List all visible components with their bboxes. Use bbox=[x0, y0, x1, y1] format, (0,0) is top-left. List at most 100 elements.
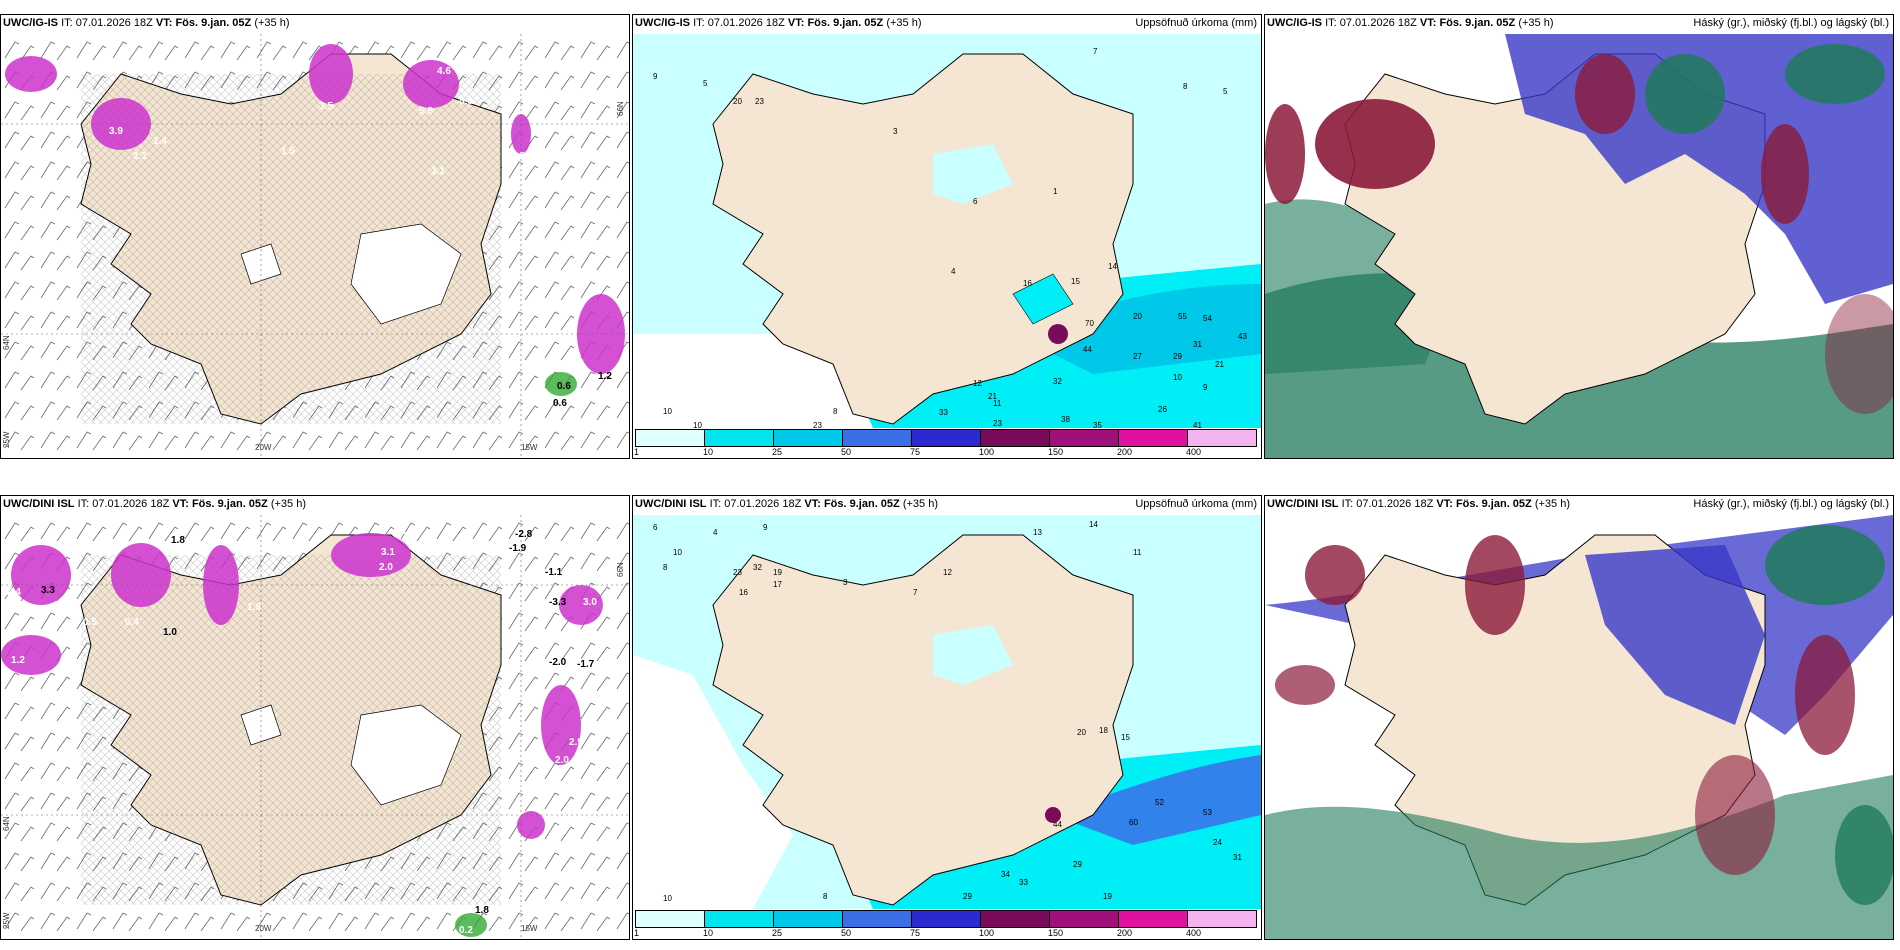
map-value: 3.0 bbox=[583, 597, 597, 608]
map-value: -1.9 bbox=[509, 543, 527, 554]
map-value: 26 bbox=[1158, 405, 1167, 414]
map-value: 23 bbox=[813, 421, 822, 428]
map-value: 21 bbox=[988, 392, 997, 401]
panel-title: UWC/IG-IS IT: 07.01.2026 18Z VT: Fös. 9.… bbox=[3, 17, 290, 29]
map-value: 2.2 bbox=[133, 151, 147, 162]
map-value: 4 bbox=[951, 267, 956, 276]
wind-map: 2.4 3.3 1.8 1.2 2.0 3.3 3.1 -2.8 -1.9 1.… bbox=[1, 515, 629, 939]
map-value: 10 bbox=[663, 894, 672, 903]
map-value: 3 bbox=[843, 578, 848, 587]
map-value: 11 bbox=[1133, 548, 1142, 557]
map-value: 8 bbox=[1183, 82, 1188, 91]
map-value: 1.9 bbox=[247, 602, 261, 613]
legend-swatch bbox=[1119, 911, 1188, 927]
legend-color-bar bbox=[635, 429, 1257, 447]
map-value: 23 bbox=[993, 419, 1002, 428]
grid-label: 20W bbox=[255, 443, 272, 452]
vt-value: Fös. 9.jan. 05Z bbox=[1455, 498, 1532, 510]
map-value: 32 bbox=[753, 563, 762, 572]
map-value: 8.8 bbox=[459, 96, 473, 107]
map-value: 33 bbox=[1019, 878, 1028, 887]
map-value: 1.8 bbox=[171, 535, 185, 546]
legend-label: 25 bbox=[772, 928, 783, 938]
map-value: 3 bbox=[893, 127, 898, 136]
legend-swatch bbox=[843, 911, 912, 927]
legend-label: 50 bbox=[841, 447, 852, 457]
map-value: 4 bbox=[713, 528, 718, 537]
legend-label: 10 bbox=[703, 928, 714, 938]
map-value: 1.8 bbox=[475, 905, 489, 916]
legend-swatch bbox=[912, 911, 981, 927]
map-value: 10 bbox=[1173, 373, 1182, 382]
map-value: 24 bbox=[1213, 838, 1222, 847]
map-value: 2.9 bbox=[569, 737, 583, 748]
legend-swatch bbox=[912, 430, 981, 446]
panel-title: UWC/IG-IS IT: 07.01.2026 18Z VT: Fös. 9.… bbox=[635, 17, 922, 29]
map-panel-dini-precip: UWC/DINI ISL IT: 07.01.2026 18Z VT: Fös.… bbox=[632, 495, 1262, 940]
map-value: 3.1 bbox=[431, 166, 445, 177]
legend-label: 150 bbox=[1048, 928, 1064, 938]
it-value: 07.01.2026 18Z bbox=[92, 498, 170, 510]
legend-swatch bbox=[1188, 430, 1256, 446]
map-value: 6 bbox=[653, 523, 658, 532]
map-value: -2.8 bbox=[515, 529, 533, 540]
it-value: 07.01.2026 18Z bbox=[75, 17, 153, 29]
legend-swatch bbox=[981, 911, 1050, 927]
legend-label: 10 bbox=[703, 447, 714, 457]
legend-swatch bbox=[636, 911, 705, 927]
map-value: -1.1 bbox=[545, 567, 563, 578]
map-value: 10 bbox=[673, 548, 682, 557]
map-panel-ig-is-wind: UWC/IG-IS IT: 07.01.2026 18Z VT: Fös. 9.… bbox=[0, 14, 630, 459]
legend-swatch bbox=[1050, 430, 1119, 446]
it-label: IT: bbox=[1325, 17, 1337, 29]
precip-map: 9 5 10 23 20 3 1 7 8 4 5 6 16 15 14 70 2… bbox=[633, 34, 1261, 428]
map-value: 6 bbox=[973, 197, 978, 206]
map-value: 29 bbox=[1073, 860, 1082, 869]
map-value: 53 bbox=[1203, 808, 1212, 817]
map-value: 3.3 bbox=[403, 531, 417, 542]
legend-label: 1 bbox=[634, 928, 640, 938]
map-value: 5 bbox=[703, 79, 708, 88]
grid-label: 66N bbox=[616, 562, 625, 577]
legend-label: 100 bbox=[979, 928, 995, 938]
map-value: 14 bbox=[1089, 520, 1098, 529]
map-panel-ig-is-clouds: UWC/IG-IS IT: 07.01.2026 18Z VT: Fös. 9.… bbox=[1264, 14, 1894, 459]
vt-value: Fös. 9.jan. 05Z bbox=[1439, 17, 1516, 29]
cloud-map bbox=[1265, 515, 1893, 939]
field-label: Háský (gr.), miðský (fj.bl.) og lágský (… bbox=[1693, 498, 1889, 510]
grid-label: 64N bbox=[2, 335, 11, 350]
legend-swatch bbox=[774, 911, 843, 927]
map-value: 0.6 bbox=[557, 381, 571, 392]
map-value: 17 bbox=[773, 580, 782, 589]
map-value: 3.5 bbox=[319, 101, 333, 112]
lead-time: (+35 h) bbox=[1534, 498, 1570, 510]
legend-label: 1 bbox=[634, 447, 640, 457]
map-value: 14 bbox=[1108, 262, 1117, 271]
map-value: 8 bbox=[833, 407, 838, 416]
legend-swatch bbox=[705, 430, 774, 446]
map-value: 1.2 bbox=[598, 371, 612, 382]
map-value: 7 bbox=[913, 588, 918, 597]
map-value: 54 bbox=[1203, 314, 1212, 323]
vt-label: VT: bbox=[172, 498, 189, 510]
map-value: 4.6 bbox=[437, 66, 451, 77]
legend-swatch bbox=[981, 430, 1050, 446]
map-value: 0.2 bbox=[459, 925, 473, 936]
legend-label: 75 bbox=[910, 928, 921, 938]
map-value: 1.2 bbox=[11, 655, 25, 666]
map-value: 11 bbox=[993, 399, 1002, 408]
map-value: 20 bbox=[733, 97, 742, 106]
map-value: -2.0 bbox=[549, 657, 567, 668]
map-value: 2.0 bbox=[379, 562, 393, 573]
vt-value: Fös. 9.jan. 05Z bbox=[175, 17, 252, 29]
map-value: 32 bbox=[1053, 377, 1062, 386]
map-value: 44 bbox=[1083, 345, 1092, 354]
map-value: 12 bbox=[943, 568, 952, 577]
panel-title: UWC/IG-IS IT: 07.01.2026 18Z VT: Fös. 9.… bbox=[1267, 17, 1554, 29]
map-value: 8 bbox=[823, 892, 828, 901]
map-value: 34 bbox=[1001, 870, 1010, 879]
map-value: 35 bbox=[1093, 421, 1102, 428]
map-value: 9 bbox=[763, 523, 768, 532]
lead-time: (+35 h) bbox=[886, 17, 922, 29]
it-label: IT: bbox=[61, 17, 73, 29]
